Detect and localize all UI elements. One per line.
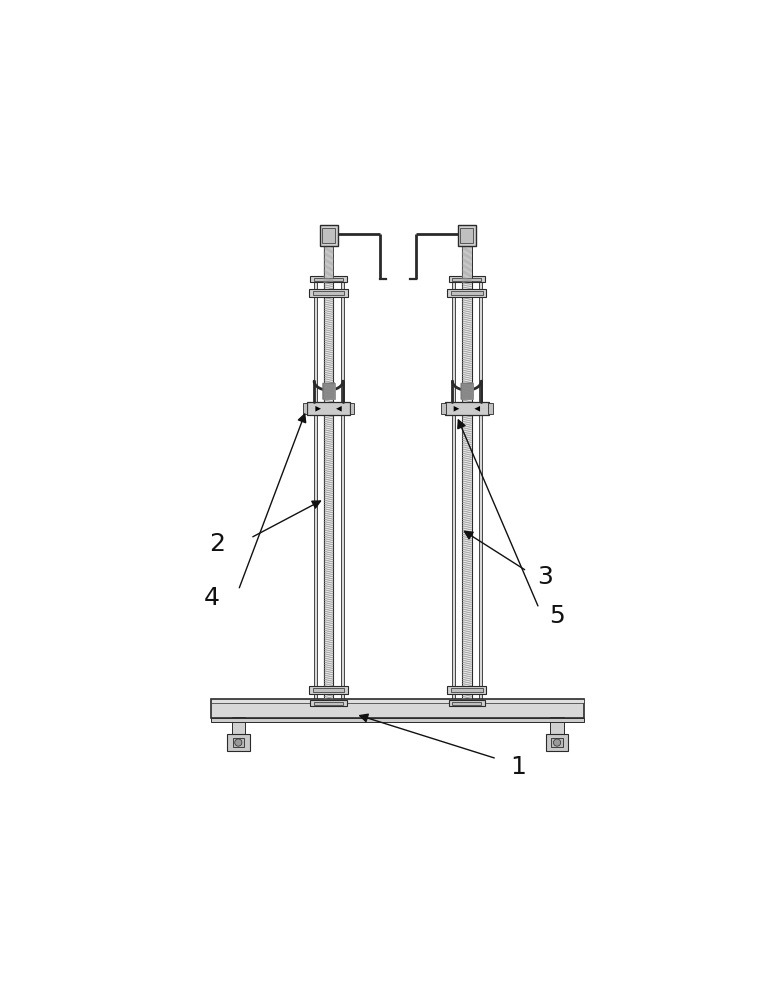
Bar <box>546 734 569 751</box>
Bar <box>324 282 334 700</box>
Bar <box>322 228 335 243</box>
Bar <box>211 718 584 722</box>
Text: 5: 5 <box>549 604 565 628</box>
Bar <box>452 282 455 700</box>
Bar <box>451 291 483 295</box>
Bar <box>309 686 348 694</box>
Bar <box>303 403 307 414</box>
Bar <box>488 403 493 414</box>
Bar <box>451 688 483 692</box>
Bar <box>314 278 343 281</box>
Bar <box>452 702 481 705</box>
Bar <box>349 403 355 414</box>
Bar <box>211 699 584 718</box>
Bar <box>341 282 344 700</box>
Bar <box>441 403 445 414</box>
Bar <box>310 700 347 706</box>
Bar <box>314 702 343 705</box>
Bar <box>227 734 250 751</box>
Bar <box>447 686 487 694</box>
Bar <box>460 228 473 243</box>
Text: 4: 4 <box>203 586 220 610</box>
Bar <box>320 225 338 246</box>
Bar <box>452 278 481 281</box>
Bar <box>461 383 473 399</box>
Bar <box>323 383 334 399</box>
Circle shape <box>553 739 561 746</box>
Bar <box>313 688 345 692</box>
Bar <box>552 738 563 747</box>
Bar <box>447 289 487 297</box>
Bar <box>324 246 334 282</box>
Circle shape <box>234 739 242 746</box>
Bar <box>449 700 485 706</box>
Bar <box>462 282 472 700</box>
Bar <box>479 282 482 700</box>
Bar <box>314 282 317 700</box>
Bar <box>458 225 476 246</box>
Bar <box>233 738 244 747</box>
Text: 1: 1 <box>510 755 526 779</box>
Bar <box>550 717 563 738</box>
Text: 3: 3 <box>537 565 553 589</box>
Bar <box>211 699 584 703</box>
Bar <box>313 291 345 295</box>
Bar <box>310 276 347 282</box>
Bar <box>449 276 485 282</box>
Bar <box>462 246 472 282</box>
Bar <box>309 289 348 297</box>
Bar <box>307 402 350 415</box>
Bar <box>232 717 245 738</box>
Bar <box>445 402 489 415</box>
Text: 2: 2 <box>210 532 225 556</box>
